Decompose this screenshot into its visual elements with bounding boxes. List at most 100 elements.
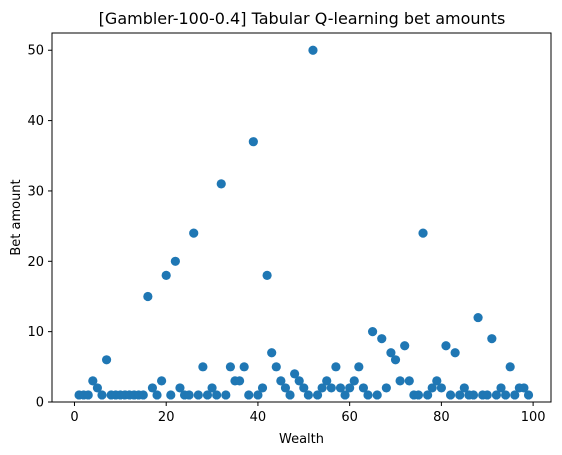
- data-point: [491, 390, 502, 400]
- data-point: [198, 362, 208, 372]
- data-point: [445, 390, 456, 400]
- data-point: [317, 383, 327, 393]
- data-point: [331, 362, 341, 372]
- data-point: [450, 348, 460, 358]
- chart-title: [Gambler-100-0.4] Tabular Q-learning bet…: [99, 9, 506, 28]
- data-point: [143, 291, 153, 302]
- data-point: [221, 390, 231, 400]
- data-point: [225, 362, 236, 372]
- data-point: [459, 383, 469, 393]
- data-point: [157, 376, 167, 386]
- data-point: [271, 362, 281, 372]
- y-tick-label: 40: [27, 114, 44, 129]
- x-tick-label: 20: [158, 410, 175, 425]
- data-point: [377, 334, 387, 344]
- data-point: [216, 179, 226, 189]
- data-point: [184, 390, 194, 400]
- data-point: [175, 383, 185, 393]
- data-point: [358, 383, 369, 393]
- data-point: [303, 390, 313, 400]
- data-point: [510, 390, 520, 400]
- data-point: [381, 383, 391, 393]
- x-tick-label: 40: [250, 410, 267, 425]
- data-point: [83, 390, 93, 400]
- data-point: [400, 341, 410, 351]
- y-tick-label: 0: [36, 396, 44, 411]
- data-point: [308, 45, 318, 55]
- data-point: [326, 383, 336, 393]
- data-point: [147, 383, 158, 393]
- data-point: [244, 390, 254, 400]
- x-tick-label: 0: [70, 410, 78, 425]
- data-point: [473, 312, 483, 323]
- data-point: [432, 376, 442, 386]
- y-tick-label: 10: [27, 325, 44, 340]
- data-point: [386, 348, 396, 358]
- data-point: [257, 383, 268, 393]
- data-point: [253, 390, 263, 400]
- data-point: [239, 362, 249, 372]
- data-point: [523, 390, 534, 400]
- x-tick-label: 60: [341, 410, 358, 425]
- data-point: [294, 376, 304, 386]
- data-point: [101, 355, 112, 365]
- data-point: [487, 334, 497, 344]
- data-point: [322, 376, 332, 386]
- data-point: [193, 390, 203, 400]
- data-point: [212, 390, 222, 400]
- x-tick-label: 80: [433, 410, 450, 425]
- data-point: [152, 390, 162, 400]
- data-point: [395, 376, 405, 386]
- data-point: [500, 390, 511, 400]
- data-point: [276, 376, 286, 386]
- data-point: [418, 228, 428, 238]
- data-point: [299, 383, 309, 393]
- data-point: [202, 390, 213, 400]
- data-point: [455, 390, 465, 400]
- x-axis-ticks: 0 20 40 60 80 100: [70, 402, 546, 425]
- y-axis-label: Bet amount: [9, 179, 24, 255]
- data-point: [248, 137, 258, 147]
- plot-area-frame: [51, 32, 552, 403]
- data-point: [335, 383, 346, 393]
- data-point: [234, 376, 245, 386]
- data-point: [166, 390, 176, 400]
- data-point: [505, 362, 515, 372]
- x-tick-label: 100: [521, 410, 546, 425]
- data-point: [413, 390, 424, 400]
- data-points: [74, 45, 534, 400]
- data-point: [354, 362, 364, 372]
- x-axis-label: Wealth: [279, 432, 324, 447]
- data-point: [262, 270, 272, 280]
- data-point: [496, 383, 506, 393]
- data-point: [290, 369, 300, 379]
- data-point: [367, 327, 378, 337]
- data-point: [363, 390, 373, 400]
- data-point: [207, 383, 217, 393]
- data-point: [427, 383, 437, 393]
- data-point: [312, 390, 323, 400]
- data-point: [404, 376, 414, 386]
- data-point: [189, 228, 199, 238]
- data-point: [372, 390, 382, 400]
- y-tick-label: 50: [27, 44, 44, 59]
- data-point: [92, 383, 103, 393]
- y-tick-label: 20: [27, 255, 44, 270]
- data-point: [345, 383, 355, 393]
- data-point: [482, 390, 492, 400]
- data-point: [138, 390, 148, 400]
- data-point: [340, 390, 350, 400]
- data-point: [519, 383, 529, 393]
- data-point: [285, 390, 295, 400]
- data-point: [441, 341, 451, 351]
- data-point: [97, 390, 107, 400]
- data-point: [170, 256, 180, 266]
- data-point: [436, 383, 446, 393]
- y-tick-label: 30: [27, 184, 44, 199]
- data-point: [161, 270, 171, 280]
- data-point: [423, 390, 433, 400]
- data-point: [468, 390, 479, 400]
- data-point: [267, 348, 277, 358]
- data-point: [88, 376, 98, 386]
